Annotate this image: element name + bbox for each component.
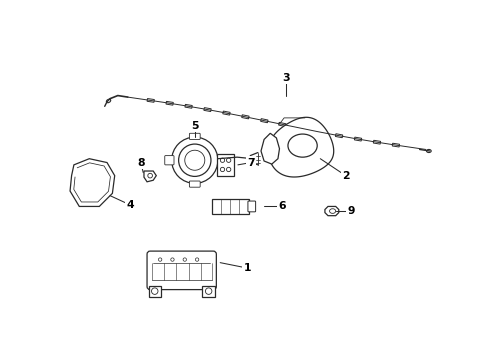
Ellipse shape	[106, 99, 110, 103]
FancyBboxPatch shape	[147, 251, 216, 289]
FancyBboxPatch shape	[335, 134, 342, 138]
FancyBboxPatch shape	[278, 122, 285, 126]
Polygon shape	[268, 117, 333, 177]
Ellipse shape	[287, 134, 317, 157]
FancyBboxPatch shape	[316, 130, 323, 134]
Circle shape	[205, 288, 211, 294]
Circle shape	[226, 167, 230, 172]
Circle shape	[220, 158, 224, 162]
Text: 1: 1	[243, 263, 250, 273]
Polygon shape	[324, 206, 338, 216]
Text: 4: 4	[126, 200, 134, 210]
FancyBboxPatch shape	[211, 199, 248, 214]
Text: 6: 6	[277, 202, 285, 211]
Circle shape	[184, 150, 204, 170]
FancyBboxPatch shape	[203, 108, 211, 112]
Circle shape	[195, 258, 199, 261]
Ellipse shape	[329, 209, 335, 213]
FancyBboxPatch shape	[202, 286, 214, 297]
Text: 2: 2	[341, 171, 349, 181]
FancyBboxPatch shape	[260, 119, 267, 123]
Polygon shape	[261, 133, 279, 164]
Circle shape	[226, 158, 230, 162]
FancyBboxPatch shape	[217, 154, 234, 176]
Text: 5: 5	[191, 121, 198, 131]
Text: 7: 7	[246, 158, 254, 167]
Circle shape	[171, 137, 218, 183]
Circle shape	[183, 258, 186, 261]
Text: 8: 8	[137, 158, 144, 167]
FancyBboxPatch shape	[189, 133, 200, 139]
Text: 3: 3	[281, 73, 289, 83]
FancyBboxPatch shape	[354, 137, 361, 141]
FancyBboxPatch shape	[241, 115, 248, 119]
Circle shape	[170, 258, 174, 261]
FancyBboxPatch shape	[147, 99, 154, 102]
Circle shape	[151, 288, 158, 294]
FancyBboxPatch shape	[247, 201, 255, 212]
FancyBboxPatch shape	[372, 140, 380, 144]
Ellipse shape	[426, 149, 430, 153]
FancyBboxPatch shape	[391, 143, 399, 147]
FancyBboxPatch shape	[164, 156, 174, 165]
Circle shape	[147, 173, 152, 178]
FancyBboxPatch shape	[148, 286, 161, 297]
FancyBboxPatch shape	[184, 104, 192, 108]
Text: 9: 9	[346, 206, 354, 216]
Circle shape	[220, 167, 224, 172]
Circle shape	[158, 258, 162, 261]
FancyBboxPatch shape	[189, 181, 200, 187]
Polygon shape	[143, 171, 156, 182]
FancyBboxPatch shape	[223, 111, 230, 115]
Polygon shape	[70, 159, 115, 206]
FancyBboxPatch shape	[166, 102, 173, 105]
Circle shape	[178, 144, 210, 176]
FancyBboxPatch shape	[297, 126, 304, 130]
